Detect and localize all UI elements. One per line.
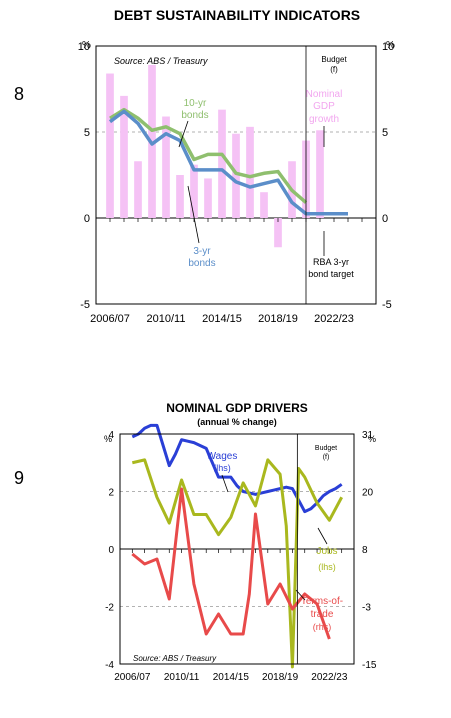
y-tick-label-left: -2 (105, 603, 114, 614)
ngdp-growth-bar (274, 218, 282, 248)
ngdp-growth-bar (176, 175, 184, 218)
x-tick-label: 2014/15 (202, 313, 242, 325)
wages-line (131, 423, 343, 514)
y-tick-label-left: 0 (108, 545, 114, 556)
x-tick-label: 2006/07 (90, 313, 130, 325)
wages-label-line2: (lhs) (213, 463, 231, 473)
ngdp-growth-bar (134, 161, 142, 218)
source-note: Source: ABS / Treasury (133, 654, 217, 663)
y-tick-label-left: 10 (78, 41, 90, 53)
y-tick-label-left: -5 (80, 299, 90, 311)
budget-label-line1: Budget (315, 445, 337, 452)
ten-yr-bonds-label-line1: 10-yr (184, 98, 207, 109)
debt-sustainability-chart: DEBT SUSTAINABILITY INDICATORS 10 10 5 5 0 0 -… (78, 7, 395, 325)
chart-subtitle: (annual % change) (197, 417, 277, 427)
slide-number: 9 (14, 468, 25, 488)
tot-arrow (295, 589, 306, 601)
y-tick-label-right: 0 (382, 213, 388, 225)
wages-arrow (221, 474, 229, 493)
ngdp-growth-bar (232, 133, 240, 218)
wages-label-line1: Wages (207, 451, 238, 462)
terms-of-trade-line (131, 487, 331, 640)
nominal-gdp-drivers-chart: NOMINAL GDP DRIVERS (annual % change) 4 3… (104, 401, 377, 683)
slide-number: 8 (14, 84, 25, 104)
ngdp-growth-bar (316, 130, 324, 218)
budget-label-line2: (f) (330, 65, 338, 74)
budget-label-line1: Budget (321, 55, 347, 64)
three-yr-bonds-line (108, 109, 348, 216)
y-tick-label-right: 8 (362, 545, 368, 556)
jobs-label-line1: Jobs (316, 546, 337, 557)
ngdp-growth-bar (190, 164, 198, 218)
jobs-line (131, 458, 344, 669)
ngdp-label-line2: GDP (313, 101, 335, 112)
ten-yr-bonds-line (109, 107, 308, 204)
ten-yr-arrow (178, 120, 189, 148)
tot-label-line3: (rhs) (313, 622, 332, 632)
y-tick-label-right: 31 (362, 430, 374, 441)
y-tick-label-right: -5 (382, 299, 392, 311)
y-tick-label-right: -3 (362, 603, 371, 614)
tot-label-line1: Terms-of- (301, 596, 343, 607)
y-tick-label-left: -4 (105, 660, 114, 671)
budget-label-line2: (f) (323, 454, 330, 461)
jobs-arrow (317, 527, 328, 545)
y-tick-label-right: -15 (362, 660, 377, 671)
ngdp-growth-bar (204, 178, 212, 218)
rba-target-label-line2: bond target (308, 269, 354, 279)
ngdp-growth-bar (120, 95, 128, 218)
ngdp-growth-bar (218, 109, 226, 218)
y-tick-label-left: 2 (108, 488, 114, 499)
tot-label-line2: trade (311, 609, 334, 620)
chart-title: DEBT SUSTAINABILITY INDICATORS (114, 7, 360, 23)
x-tick-label: 2022/23 (314, 313, 354, 325)
y-tick-label-left: 5 (84, 127, 90, 139)
right-unit-label: % (386, 40, 395, 51)
x-tick-label: 2010/11 (147, 313, 186, 325)
y-tick-label-right: 10 (382, 41, 394, 53)
y-tick-label-right: 20 (362, 488, 374, 499)
x-tick-label: 2010/11 (164, 672, 200, 683)
x-tick-label: 2018/19 (258, 313, 298, 325)
chart-title: NOMINAL GDP DRIVERS (166, 401, 308, 415)
y-tick-label-left: 4 (108, 430, 114, 441)
jobs-label-line2: (lhs) (318, 562, 336, 572)
y-tick-label-right: 5 (382, 127, 388, 139)
ten-yr-bonds-label-line2: bonds (181, 110, 208, 121)
three-yr-bonds-label-line1: 3-yr (193, 246, 211, 257)
ngdp-growth-bar (260, 192, 268, 218)
three-yr-bonds-label-line2: bonds (188, 258, 215, 269)
ngdp-growth-bar (246, 126, 254, 218)
source-note: Source: ABS / Treasury (114, 56, 208, 66)
x-tick-label: 2018/19 (262, 672, 299, 683)
ngdp-growth-bar (162, 116, 170, 218)
ngdp-label-line3: growth (309, 114, 339, 125)
right-unit-label: % (368, 434, 376, 444)
ngdp-growth-bar (106, 73, 114, 219)
plot-frame (95, 45, 377, 305)
ngdp-label-line1: Nominal (306, 89, 343, 100)
left-unit-label: % (104, 434, 112, 444)
left-unit-label: % (82, 40, 91, 51)
x-tick-label: 2022/23 (311, 672, 348, 683)
x-tick-label: 2006/07 (114, 672, 151, 683)
three-yr-arrow (187, 185, 200, 244)
rba-target-label-line1: RBA 3-yr (313, 257, 349, 267)
x-tick-label: 2014/15 (213, 672, 250, 683)
y-tick-label-left: 0 (84, 213, 90, 225)
